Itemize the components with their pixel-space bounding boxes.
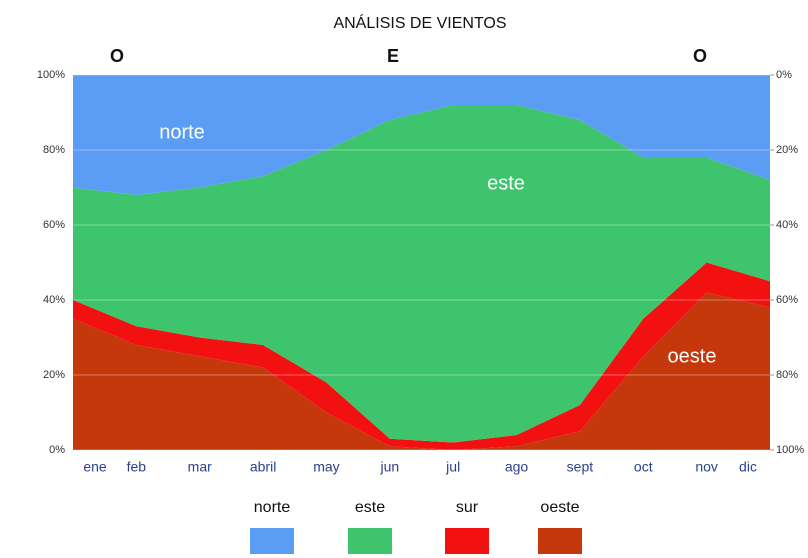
- annotation: oeste: [668, 345, 717, 367]
- legend-label: oeste: [540, 499, 579, 516]
- annotation: norte: [159, 121, 205, 143]
- y-tick-label: 20%: [43, 369, 65, 381]
- x-tick-label: dic: [739, 459, 757, 475]
- y-tick-label: 0%: [49, 444, 65, 456]
- x-tick-label: ago: [505, 459, 529, 475]
- area: [73, 105, 770, 443]
- area: [73, 292, 770, 450]
- y2-tick-label: 100%: [776, 444, 804, 456]
- x-tick-label: nov: [695, 459, 718, 475]
- legend-label: norte: [254, 499, 291, 516]
- x-tick-label: abril: [250, 459, 276, 475]
- x-tick-label: ene: [83, 459, 107, 475]
- y2-tick-label: 60%: [776, 294, 798, 306]
- y2-tick-label: 0%: [776, 69, 792, 81]
- y-tick-label: 100%: [37, 69, 65, 81]
- legend-label: sur: [456, 499, 479, 516]
- legend-swatch: [538, 528, 582, 554]
- legend-swatch: [250, 528, 294, 554]
- y-tick-label: 80%: [43, 144, 65, 156]
- x-tick-label: jul: [445, 459, 460, 475]
- x-tick-label: mar: [188, 459, 212, 475]
- legend-swatch: [348, 528, 392, 554]
- y-tick-label: 60%: [43, 219, 65, 231]
- y2-tick-label: 20%: [776, 144, 798, 156]
- annotation: E: [387, 46, 399, 66]
- y-tick-label: 40%: [43, 294, 65, 306]
- x-tick-label: feb: [127, 459, 147, 475]
- y2-tick-label: 40%: [776, 219, 798, 231]
- x-tick-label: may: [313, 459, 339, 475]
- y2-tick-label: 80%: [776, 369, 798, 381]
- area: [73, 262, 770, 450]
- legend-swatch: [445, 528, 489, 554]
- annotation: O: [693, 46, 707, 66]
- area: [73, 75, 770, 195]
- chart-title: ANÁLISIS DE VIENTOS: [333, 13, 506, 32]
- x-tick-label: oct: [634, 459, 653, 475]
- x-tick-label: jun: [379, 459, 399, 475]
- annotation: O: [110, 46, 124, 66]
- annotation: este: [487, 172, 525, 194]
- legend-label: este: [355, 499, 385, 516]
- x-tick-label: sept: [567, 459, 594, 475]
